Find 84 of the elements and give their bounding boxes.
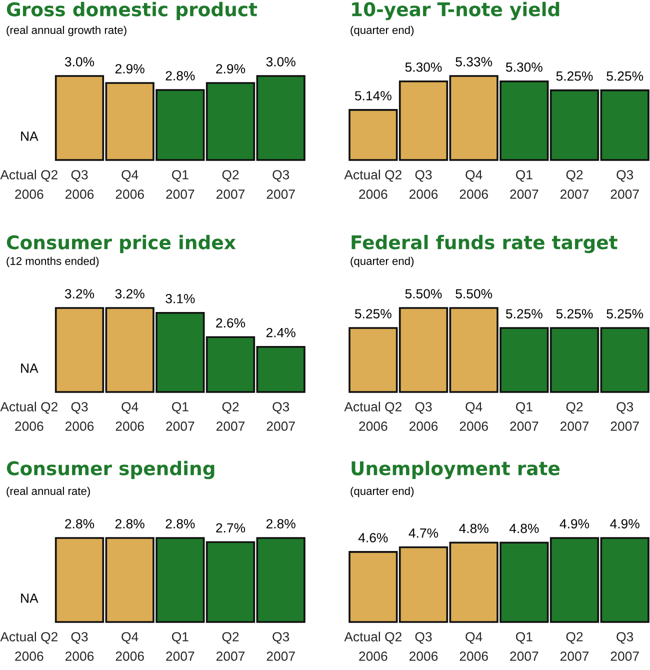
chart-subtitle: (12 months ended) bbox=[6, 256, 99, 268]
x-tick-label: Q2 2007 bbox=[560, 632, 589, 661]
x-tick-label: Q2 2007 bbox=[216, 402, 245, 431]
x-tick-label: Actual Q2 2006 bbox=[0, 402, 58, 431]
x-tick-label: Q3 2006 bbox=[409, 402, 438, 431]
data-label: 2.8% bbox=[266, 519, 296, 528]
data-label: 3.2% bbox=[64, 289, 94, 298]
x-tick-label: Q1 2007 bbox=[510, 632, 538, 661]
x-tick-label: Q3 2007 bbox=[266, 632, 295, 661]
x-tick-label: Q3 2007 bbox=[266, 170, 295, 199]
x-tick-label: Q2 2007 bbox=[216, 170, 245, 199]
data-label: 5.30% bbox=[506, 62, 542, 72]
x-tick-label: Q2 2007 bbox=[216, 632, 245, 661]
text: NA bbox=[21, 132, 38, 141]
x-tick-label: Q3 2006 bbox=[409, 170, 438, 199]
chart-title: Federal funds rate target bbox=[352, 234, 618, 254]
x-tick-label: Q3 2006 bbox=[409, 632, 438, 661]
data-label: 5.14% bbox=[354, 91, 392, 100]
x-tick-label: Q1 2007 bbox=[166, 170, 194, 199]
x-tick-label: Q4 2006 bbox=[116, 402, 144, 431]
data-label: 2.8% bbox=[115, 519, 144, 528]
x-tick-label: Actual Q2 2006 bbox=[0, 632, 58, 661]
x-tick-label: Q1 2007 bbox=[166, 402, 194, 431]
x-tick-label: Q1 2007 bbox=[510, 402, 538, 431]
data-label: 5.25% bbox=[354, 309, 392, 318]
chart-title: 10-year T-note yield bbox=[352, 2, 560, 20]
data-label: 5.25% bbox=[556, 71, 593, 81]
x-tick-label: Actual Q2 2006 bbox=[344, 632, 402, 661]
data-label: 3.2% bbox=[115, 289, 144, 298]
data-label: 2.6% bbox=[216, 318, 246, 328]
data-label: 3.1% bbox=[166, 294, 195, 304]
data-label: 5.25% bbox=[606, 309, 644, 318]
x-tick-label: Q2 2007 bbox=[560, 402, 589, 431]
data-label: 2.8% bbox=[65, 519, 94, 528]
chart-title: Unemployment rate bbox=[352, 460, 560, 480]
data-label: 5.50% bbox=[405, 289, 442, 298]
data-label: 2.8% bbox=[166, 71, 195, 80]
data-label: 4.8% bbox=[509, 524, 539, 534]
x-tick-label: Q1 2007 bbox=[510, 170, 538, 199]
chart-title: Gross domestic product bbox=[6, 2, 258, 20]
chart-subtitle: (real annual rate) bbox=[6, 486, 90, 498]
data-label: 4.6% bbox=[358, 533, 388, 542]
x-tick-label: Q3 2007 bbox=[266, 402, 295, 431]
x-tick-label: Q2 2007 bbox=[560, 170, 589, 199]
data-label: 5.33% bbox=[456, 57, 492, 66]
data-label: 2.7% bbox=[216, 523, 246, 532]
x-tick-label: Q4 2006 bbox=[460, 170, 488, 199]
x-tick-label: Q4 2006 bbox=[116, 632, 144, 661]
data-label: 5.25% bbox=[506, 309, 542, 318]
text: NA bbox=[21, 594, 38, 603]
chart-subtitle: (real annual growth rate) bbox=[6, 26, 126, 36]
x-tick-label: Q4 2006 bbox=[460, 402, 488, 431]
data-label: 2.9% bbox=[115, 64, 144, 74]
x-tick-label: Q3 2006 bbox=[65, 402, 94, 431]
chart-subtitle: (quarter end) bbox=[350, 486, 414, 498]
x-tick-label: Q3 2007 bbox=[610, 402, 639, 431]
data-label: 4.7% bbox=[408, 528, 438, 538]
chart-subtitle: (quarter end) bbox=[350, 256, 414, 268]
chart-title: Consumer spending bbox=[6, 460, 214, 480]
data-label: 4.8% bbox=[459, 524, 488, 534]
data-label: 4.9% bbox=[610, 519, 640, 528]
x-tick-label: Q3 2007 bbox=[610, 632, 639, 661]
text: NA bbox=[21, 364, 38, 373]
data-label: 5.25% bbox=[606, 71, 644, 81]
x-tick-label: Q3 2006 bbox=[65, 170, 94, 199]
data-label: 4.9% bbox=[560, 519, 590, 528]
x-tick-label: Q1 2007 bbox=[166, 632, 194, 661]
x-tick-label: Q4 2006 bbox=[116, 170, 144, 199]
data-label: 2.9% bbox=[216, 64, 246, 74]
x-tick-label: Q4 2006 bbox=[460, 632, 488, 661]
data-label: 5.30% bbox=[405, 62, 442, 72]
data-label: 2.8% bbox=[166, 519, 195, 528]
chart-subtitle: (quarter end) bbox=[350, 26, 414, 36]
x-tick-label: Q3 2007 bbox=[610, 170, 639, 199]
x-tick-label: Actual Q2 2006 bbox=[344, 170, 402, 199]
data-label: 2.4% bbox=[266, 328, 296, 338]
data-label: 3.0% bbox=[64, 57, 94, 66]
data-label: 3.0% bbox=[266, 57, 296, 66]
x-tick-label: Actual Q2 2006 bbox=[0, 170, 58, 199]
chart-title: Consumer price index bbox=[6, 234, 236, 254]
x-tick-label: Q3 2006 bbox=[65, 632, 94, 661]
data-label: 5.50% bbox=[456, 289, 492, 298]
data-label: 5.25% bbox=[556, 309, 593, 318]
x-tick-label: Actual Q2 2006 bbox=[344, 402, 402, 431]
